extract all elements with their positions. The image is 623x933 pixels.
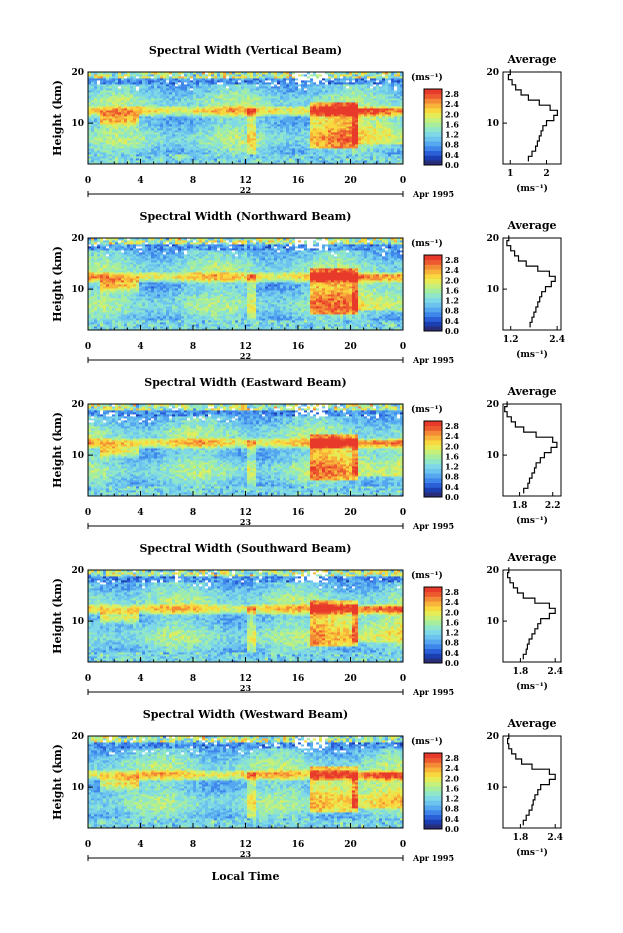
colorbar-tick-label: 0.8	[445, 140, 459, 150]
average-profile-line	[508, 69, 557, 161]
colorbar-tick-label: 1.6	[445, 119, 459, 129]
colorbar-swatch	[424, 146, 442, 151]
day-label: 22	[240, 185, 251, 195]
colorbar-swatch	[424, 132, 442, 137]
average-frame	[503, 72, 561, 164]
colorbar-tick-label: 0.0	[445, 160, 459, 170]
colorbar-swatch	[424, 94, 442, 99]
average-title: Average	[506, 53, 556, 66]
colorbar-tick-label: 1.2	[445, 130, 459, 140]
y-axis-label: Height (km)	[51, 80, 64, 156]
colorbar-swatch	[424, 103, 442, 108]
average-x-tick-label: 2	[543, 169, 549, 179]
heatmap-cells	[88, 72, 403, 164]
average-x-tick-label: 1	[507, 169, 513, 179]
colorbar-swatch	[424, 89, 442, 94]
colorbar-swatch	[424, 113, 442, 118]
date-label: Apr 1995	[412, 189, 454, 199]
panel-title: Spectral Width (Northward Beam)	[140, 210, 352, 223]
x-tick-label: 8	[190, 176, 196, 186]
colorbar	[424, 89, 442, 165]
panel-title: Spectral Width (Vertical Beam)	[149, 44, 342, 57]
panel-2: Spectral Width (Northward Beam)2010Heigh…	[51, 210, 565, 365]
colorbar-swatch	[424, 151, 442, 156]
y-tick-label: 20	[71, 68, 84, 78]
heatmap-cells	[88, 238, 403, 330]
average-x-label: (ms⁻¹)	[516, 183, 548, 194]
average-y-tick-label: 20	[486, 68, 499, 78]
x-tick-label: 16	[292, 176, 305, 186]
colorbar-swatch	[424, 141, 442, 146]
colorbar-swatch	[424, 122, 442, 127]
colorbar-tick-label: 2.4	[445, 99, 459, 109]
colorbar-swatch	[424, 118, 442, 123]
x-tick-label: 0	[85, 176, 91, 186]
colorbar-tick-label: 2.8	[445, 89, 459, 99]
panel-1: Spectral Width (Vertical Beam)2010Height…	[51, 44, 561, 199]
x-tick-label: 0	[400, 176, 406, 186]
colorbar-tick-label: 2.0	[445, 109, 459, 119]
x-tick-label: 20	[344, 176, 357, 186]
average-y-tick-label: 10	[486, 119, 499, 129]
colorbar-swatch	[424, 99, 442, 104]
colorbar-swatch	[424, 127, 442, 132]
colorbar-swatch	[424, 108, 442, 113]
colorbar-tick-label: 0.4	[445, 150, 459, 160]
colorbar-unit: (ms⁻¹)	[411, 72, 443, 83]
colorbar-swatch	[424, 156, 442, 161]
x-tick-label: 4	[137, 176, 143, 186]
y-tick-label: 10	[71, 119, 84, 129]
colorbar-swatch	[424, 137, 442, 142]
